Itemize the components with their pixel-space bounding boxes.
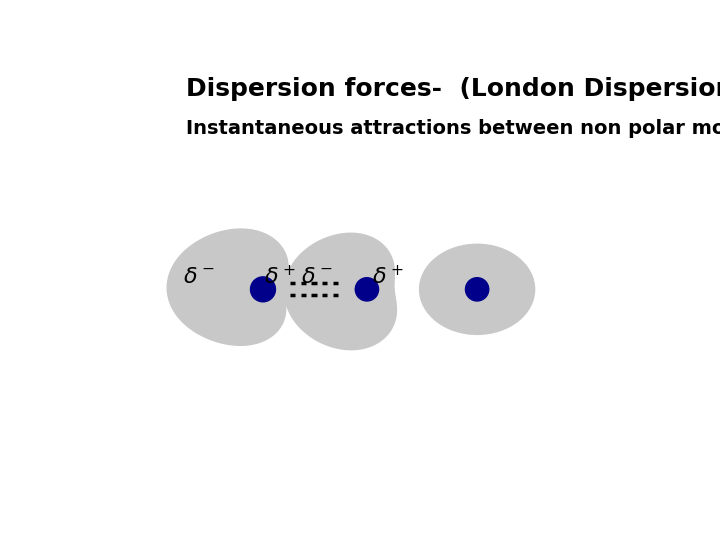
Text: $\delta^-$: $\delta^-$ bbox=[301, 267, 333, 287]
Text: $\delta^+$: $\delta^+$ bbox=[372, 265, 403, 288]
Circle shape bbox=[251, 277, 276, 302]
Text: $\delta^-$: $\delta^-$ bbox=[183, 267, 215, 287]
Text: $\delta^+$: $\delta^+$ bbox=[264, 265, 295, 288]
Circle shape bbox=[465, 278, 489, 301]
Circle shape bbox=[355, 278, 379, 301]
Ellipse shape bbox=[419, 244, 535, 335]
Polygon shape bbox=[166, 228, 289, 346]
Polygon shape bbox=[284, 233, 397, 350]
Text: Dispersion forces-  (London Dispersion Forces): Dispersion forces- (London Dispersion Fo… bbox=[186, 77, 720, 102]
Text: Instantaneous attractions between non polar molecules: Instantaneous attractions between non po… bbox=[186, 119, 720, 138]
